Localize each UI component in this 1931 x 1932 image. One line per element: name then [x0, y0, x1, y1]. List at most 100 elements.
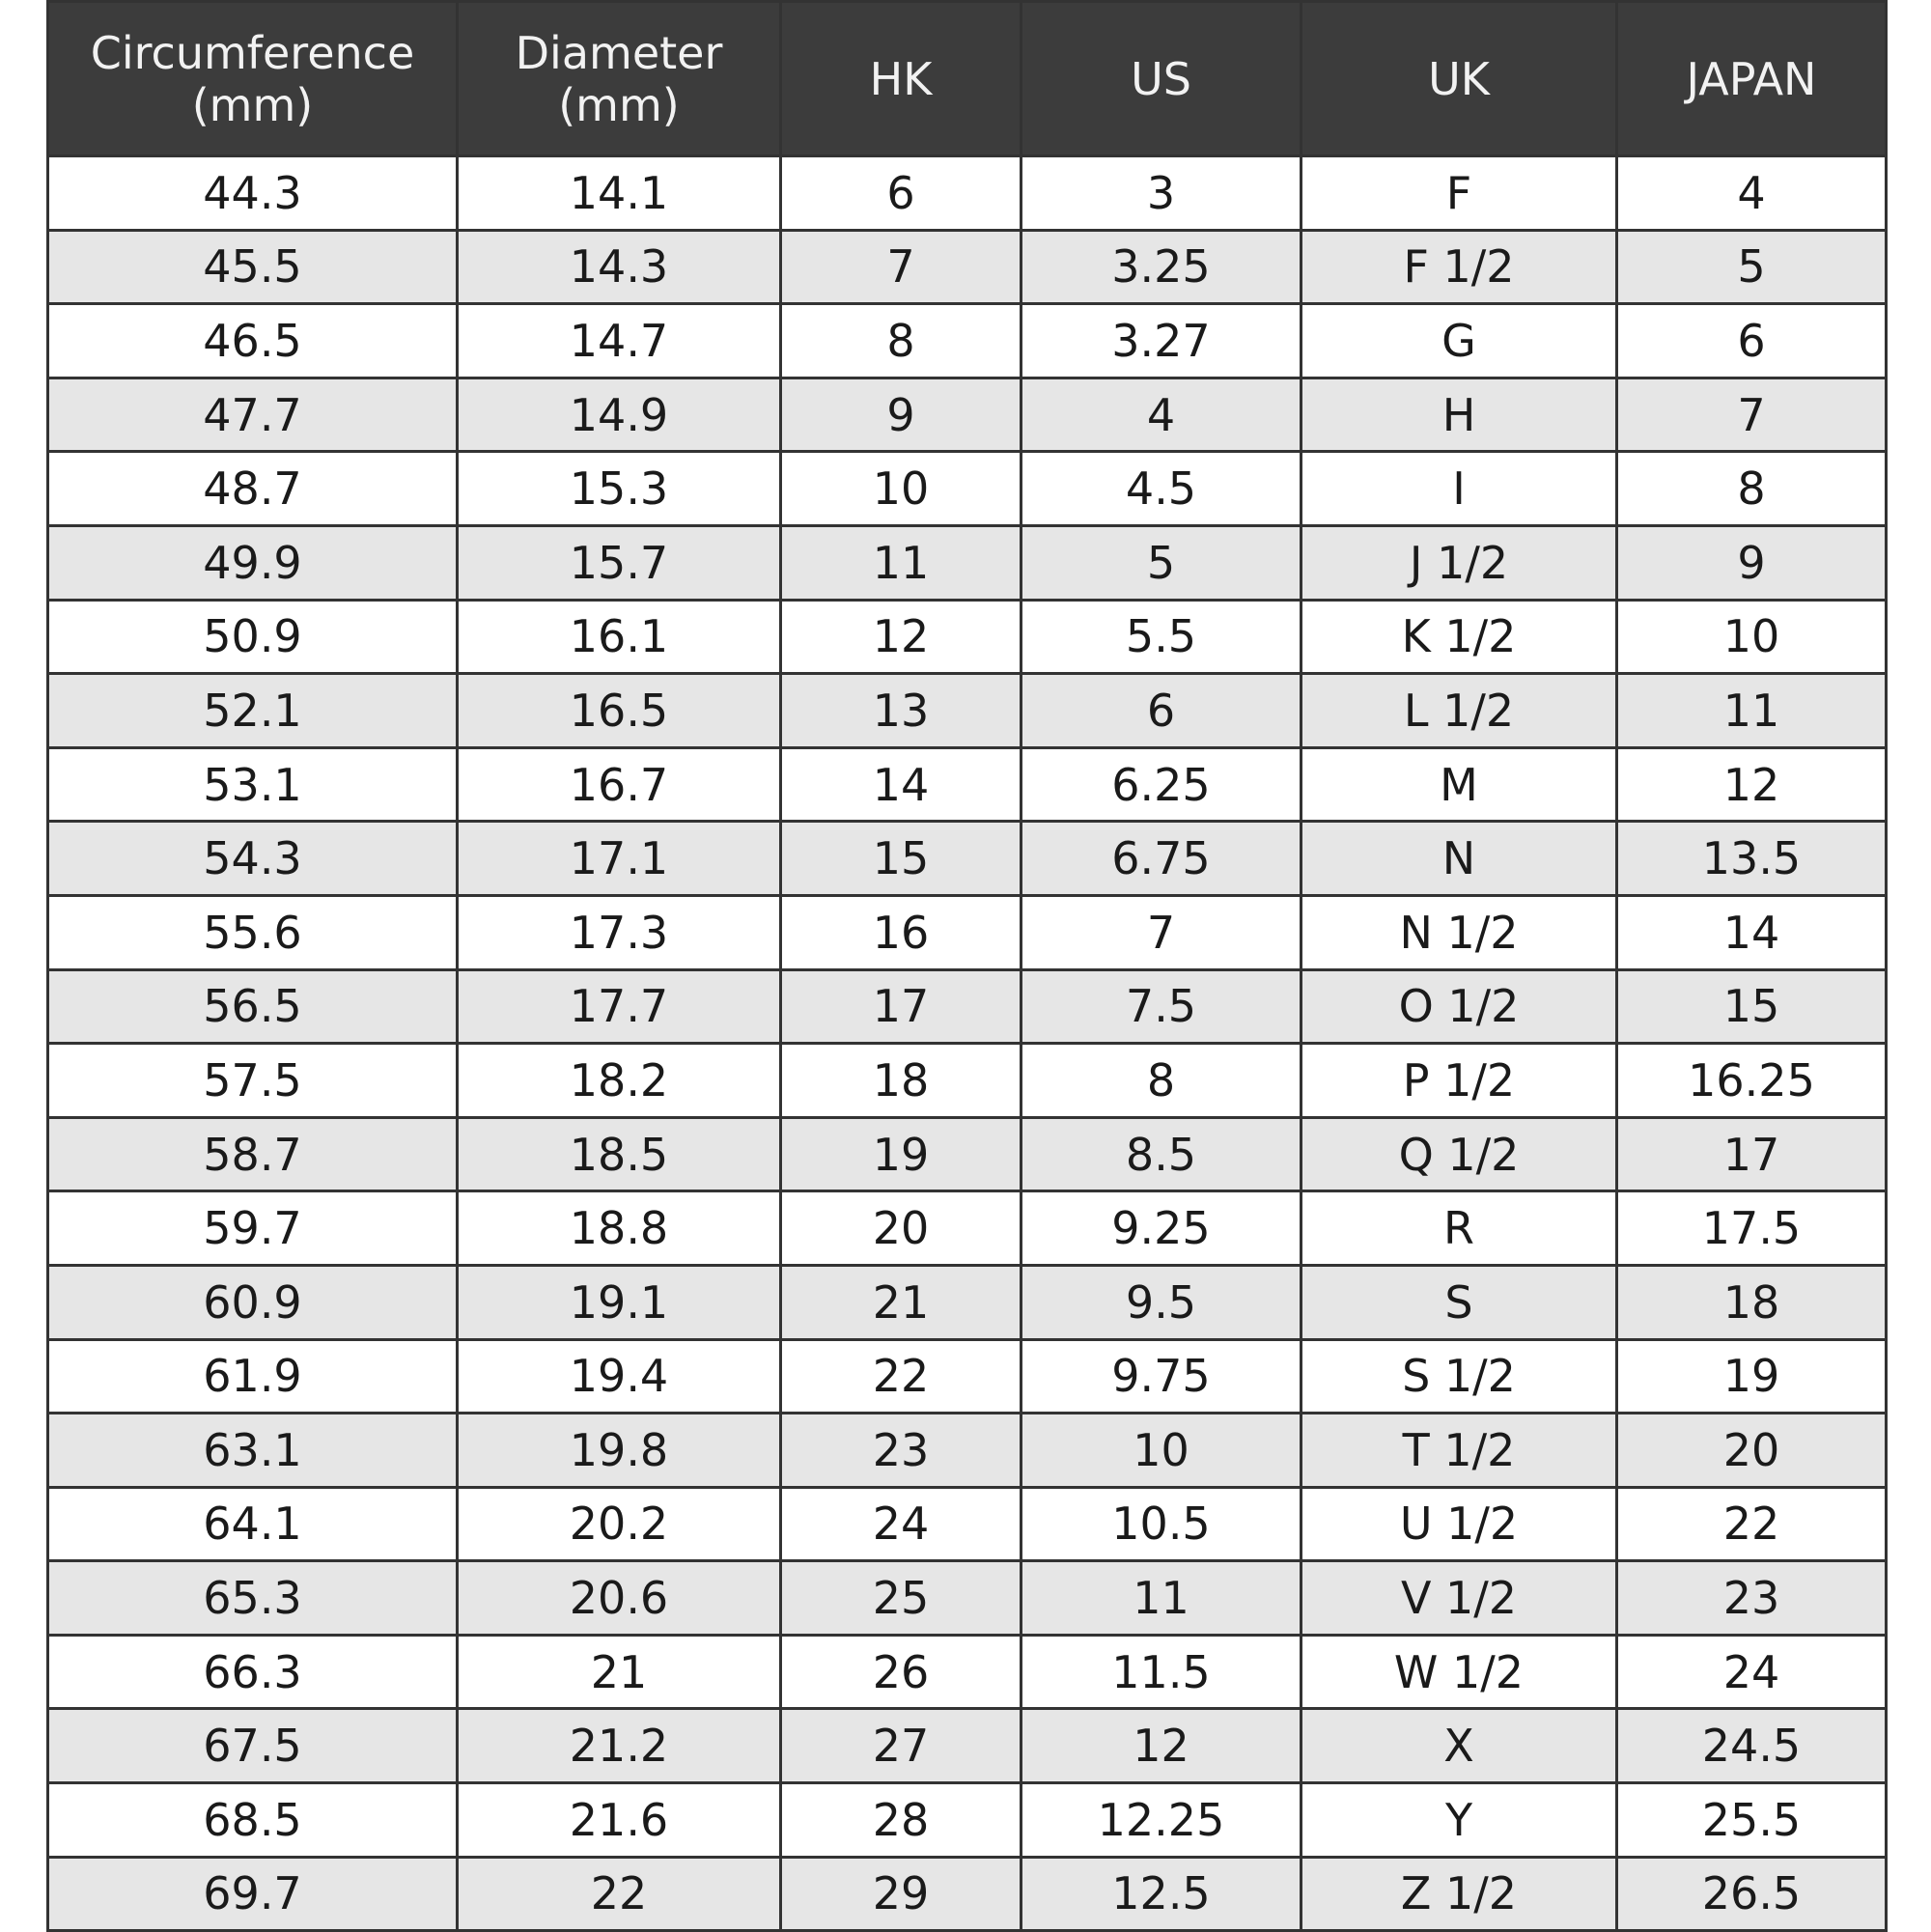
table-cell: J 1/2 [1300, 523, 1618, 602]
header-row: Circumference (mm) Diameter (mm) HK US UK JAP… [46, 0, 1888, 157]
table-cell: 47.7 [46, 376, 459, 454]
table-cell: L 1/2 [1300, 672, 1618, 749]
table-cell: 56.5 [46, 967, 459, 1046]
table-row: 47.7 14.9 9 4 H 7 [46, 376, 1888, 454]
table-cell: 58.7 [46, 1115, 459, 1193]
table-cell: 16.7 [456, 745, 782, 824]
table-cell: 21.6 [456, 1781, 782, 1859]
table-cell: Q 1/2 [1300, 1115, 1618, 1193]
table-cell: 4 [1615, 154, 1888, 232]
table-cell: 9.5 [1020, 1263, 1302, 1341]
table-cell: 68.5 [46, 1781, 459, 1859]
table-cell: 22 [456, 1855, 782, 1932]
table-cell: 44.3 [46, 154, 459, 232]
table-row: 46.5 14.7 8 3.27 G 6 [46, 302, 1888, 379]
table-cell: 20.6 [456, 1559, 782, 1637]
table-cell: 14.1 [456, 154, 782, 232]
column-header: US [1020, 0, 1302, 157]
table-cell: 48.7 [46, 450, 459, 527]
table-cell: 64.1 [46, 1485, 459, 1563]
table-cell: 29 [779, 1855, 1022, 1932]
table-cell: 25.5 [1615, 1781, 1888, 1859]
table-cell: 18 [1615, 1263, 1888, 1341]
table-cell: 16 [779, 893, 1022, 971]
table-cell: M [1300, 745, 1618, 824]
table-cell: 8.5 [1020, 1115, 1302, 1193]
table-cell: 53.1 [46, 745, 459, 824]
table-cell: 14.7 [456, 302, 782, 379]
table-cell: 26.5 [1615, 1855, 1888, 1932]
table-cell: 8 [779, 302, 1022, 379]
table-cell: 3.25 [1020, 228, 1302, 306]
table-cell: 5 [1020, 523, 1302, 602]
table-cell: 22 [779, 1337, 1022, 1415]
column-header: JAPAN [1615, 0, 1888, 157]
table-cell: 17 [779, 967, 1022, 1046]
table-cell: 20 [1615, 1412, 1888, 1489]
table-cell: 9 [1615, 523, 1888, 602]
table-cell: G [1300, 302, 1618, 379]
table-cell: H [1300, 376, 1618, 454]
table-row: 52.1 16.5 13 6 L 1/2 11 [46, 672, 1888, 749]
table-cell: 18.8 [456, 1190, 782, 1267]
table-cell: 24 [1615, 1633, 1888, 1711]
table-cell: S [1300, 1263, 1618, 1341]
table-row: 57.5 18.2 18 8 P 1/2 16.25 [46, 1042, 1888, 1119]
table-cell: 54.3 [46, 820, 459, 897]
table-cell: 19 [779, 1115, 1022, 1193]
table-cell: 17.5 [1615, 1190, 1888, 1267]
table-cell: 11 [1615, 672, 1888, 749]
table-cell: 6 [1020, 672, 1302, 749]
table-row: 66.3 21 26 11.5 W 1/2 24 [46, 1633, 1888, 1711]
table-cell: 6 [1615, 302, 1888, 379]
table-cell: 59.7 [46, 1190, 459, 1267]
table-cell: 8 [1020, 1042, 1302, 1119]
table-cell: 65.3 [46, 1559, 459, 1637]
table-cell: U 1/2 [1300, 1485, 1618, 1563]
table-row: 68.5 21.6 28 12.25 Y 25.5 [46, 1781, 1888, 1859]
table-cell: 14.9 [456, 376, 782, 454]
table-cell: 12 [1615, 745, 1888, 824]
table-row: 69.7 22 29 12.5 Z 1/2 26.5 [46, 1855, 1888, 1932]
table-cell: 11.5 [1020, 1633, 1302, 1711]
table-cell: 11 [1020, 1559, 1302, 1637]
table-cell: 16.5 [456, 672, 782, 749]
table-cell: 57.5 [46, 1042, 459, 1119]
table-cell: 19.8 [456, 1412, 782, 1489]
table-cell: 24 [779, 1485, 1022, 1563]
ring-size-table: Circumference (mm) Diameter (mm) HK US UK JAP… [46, 0, 1888, 1932]
table-row: 48.7 15.3 10 4.5 I 8 [46, 450, 1888, 527]
table-row: 60.9 19.1 21 9.5 S 18 [46, 1263, 1888, 1341]
table-cell: 4.5 [1020, 450, 1302, 527]
table-cell: 22 [1615, 1485, 1888, 1563]
table-cell: 19.1 [456, 1263, 782, 1341]
table-cell: 20 [779, 1190, 1022, 1267]
table-cell: P 1/2 [1300, 1042, 1618, 1119]
table-cell: 24.5 [1615, 1707, 1888, 1785]
table-cell: 9.25 [1020, 1190, 1302, 1267]
table-cell: 9 [779, 376, 1022, 454]
table-row: 53.1 16.7 14 6.25 M 12 [46, 745, 1888, 824]
table-cell: I [1300, 450, 1618, 527]
table-cell: 12.5 [1020, 1855, 1302, 1932]
table-cell: 13.5 [1615, 820, 1888, 897]
table-row: 54.3 17.1 15 6.75 N 13.5 [46, 820, 1888, 897]
table-cell: 17.1 [456, 820, 782, 897]
table-cell: 49.9 [46, 523, 459, 602]
table-cell: X [1300, 1707, 1618, 1785]
table-cell: 46.5 [46, 302, 459, 379]
table-cell: V 1/2 [1300, 1559, 1618, 1637]
table-body: 44.3 14.1 6 3 F 4 45.5 14.3 7 3.25 F 1/2 5 46.5 14.7 8… [46, 154, 1888, 1932]
table-cell: N 1/2 [1300, 893, 1618, 971]
table-cell: W 1/2 [1300, 1633, 1618, 1711]
table-cell: Y [1300, 1781, 1618, 1859]
table-cell: 10.5 [1020, 1485, 1302, 1563]
table-cell: 14 [779, 745, 1022, 824]
table-cell: 15 [1615, 967, 1888, 1046]
table-cell: 21 [779, 1263, 1022, 1341]
table-row: 64.1 20.2 24 10.5 U 1/2 22 [46, 1485, 1888, 1563]
table-cell: N [1300, 820, 1618, 897]
table-cell: 6 [779, 154, 1022, 232]
table-cell: 12 [779, 598, 1022, 676]
